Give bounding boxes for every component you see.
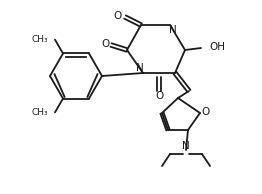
Text: N: N xyxy=(169,25,177,35)
Text: N: N xyxy=(182,141,190,151)
Text: O: O xyxy=(155,91,163,101)
Text: OH: OH xyxy=(209,42,225,52)
Text: CH₃: CH₃ xyxy=(31,108,48,117)
Text: N: N xyxy=(136,63,144,73)
Text: O: O xyxy=(114,11,122,21)
Text: O: O xyxy=(202,107,210,117)
Text: O: O xyxy=(101,39,109,49)
Text: CH₃: CH₃ xyxy=(31,35,48,44)
